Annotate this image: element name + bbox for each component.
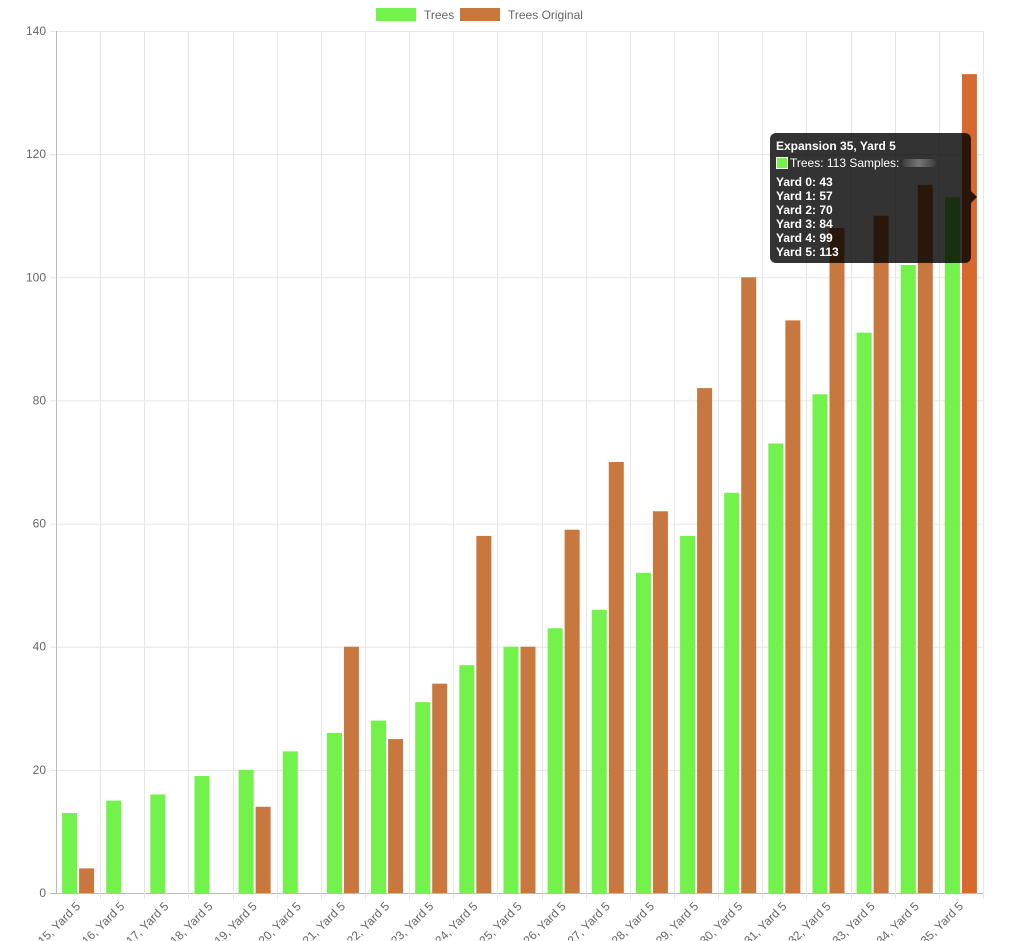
y-tick-label: 20 (33, 763, 47, 777)
x-tick-label: 22, Yard 5 (344, 899, 393, 941)
x-tick-label: 29, Yard 5 (653, 899, 702, 941)
bar-trees-original (564, 529, 580, 893)
bar-trees (768, 443, 784, 893)
legend: Trees Trees Original (376, 8, 583, 22)
x-tick-label: 19, Yard 5 (211, 899, 260, 941)
x-tick-label: 24, Yard 5 (432, 899, 481, 941)
tooltip-line: Yard 0: 43 (776, 175, 833, 189)
x-tick-label: 27, Yard 5 (565, 899, 614, 941)
bar-trees-original (829, 228, 845, 893)
bar-trees (282, 751, 298, 893)
bar-trees (106, 800, 122, 893)
x-tick-label: 33, Yard 5 (829, 899, 878, 941)
x-tick-label: 18, Yard 5 (167, 899, 216, 941)
bar-trees (459, 665, 475, 893)
legend-label: Trees Original (508, 8, 583, 22)
bar-trees (591, 609, 607, 893)
bar-trees-original (79, 868, 95, 893)
bar-trees-original (343, 646, 359, 893)
bar-trees (150, 794, 166, 893)
tooltip-title: Expansion 35, Yard 5 (776, 139, 896, 153)
x-tick-label: 15, Yard 5 (35, 899, 84, 941)
tooltip-series-row: Trees: 113 Samples: (776, 155, 965, 171)
bar-trees (724, 492, 740, 893)
y-tick-label: 100 (26, 270, 46, 284)
bar-trees (547, 628, 563, 893)
y-tick-label: 120 (26, 147, 46, 161)
tooltip-caret (971, 191, 977, 203)
y-tick-label: 60 (33, 517, 47, 531)
bar-trees (62, 812, 78, 893)
bar-trees-original (432, 683, 448, 893)
tooltip-redacted-value (902, 159, 937, 167)
bar-trees (415, 702, 431, 893)
x-tick-label: 26, Yard 5 (520, 899, 569, 941)
bar-trees (635, 572, 651, 893)
bar-trees-original (961, 74, 977, 894)
bar-trees-original (697, 388, 713, 893)
bar-trees-original (255, 806, 271, 893)
y-axis-ticks: 0 20 40 60 80 100 120 140 (26, 24, 46, 900)
bar-trees-original (917, 184, 933, 893)
legend-swatch (376, 8, 416, 21)
x-tick-label: 28, Yard 5 (609, 899, 658, 941)
bar-trees-original (520, 646, 536, 893)
y-tick-label: 40 (33, 640, 47, 654)
bar-trees-original (388, 739, 404, 893)
bar-trees (326, 732, 342, 893)
y-tick-label: 140 (26, 24, 46, 38)
tooltip-line: Yard 1: 57 (776, 189, 833, 203)
bar-trees (944, 197, 960, 893)
x-tick-label: 34, Yard 5 (874, 899, 923, 941)
x-tick-label: 20, Yard 5 (256, 899, 305, 941)
bar-trees (371, 720, 387, 893)
bar-trees (680, 535, 696, 893)
chart-tooltip: Expansion 35, Yard 5 Trees: 113 Samples:… (770, 133, 977, 263)
legend-label: Trees (424, 8, 454, 22)
tooltip-line: Yard 2: 70 (776, 203, 833, 217)
x-tick-label: 16, Yard 5 (79, 899, 128, 941)
bar-trees-original (873, 215, 889, 893)
x-axis-ticks: 15, Yard 516, Yard 517, Yard 518, Yard 5… (35, 899, 966, 941)
bar-trees-original (476, 535, 492, 893)
bar-trees (194, 776, 210, 893)
y-tick-label: 80 (33, 393, 47, 407)
bar-trees-original (608, 462, 624, 893)
x-tick-label: 17, Yard 5 (123, 899, 172, 941)
bar-trees (856, 332, 872, 893)
bar-trees-original (652, 511, 668, 893)
legend-swatch (460, 8, 500, 21)
x-tick-label: 21, Yard 5 (300, 899, 349, 941)
bar-trees-original (785, 320, 801, 893)
x-tick-label: 30, Yard 5 (697, 899, 746, 941)
tooltip-line: Yard 3: 84 (776, 217, 833, 231)
bar-trees (503, 646, 519, 893)
x-tick-label: 23, Yard 5 (388, 899, 437, 941)
x-tick-label: 31, Yard 5 (741, 899, 790, 941)
y-tick-label: 0 (39, 886, 46, 900)
x-tick-label: 25, Yard 5 (476, 899, 525, 941)
bar-trees (900, 264, 916, 893)
x-tick-label: 32, Yard 5 (785, 899, 834, 941)
tooltip-footer: Yard 0: 43 Yard 1: 57 Yard 2: 70 Yard 3:… (776, 175, 965, 259)
x-tick-label: 35, Yard 5 (918, 899, 967, 941)
bar-trees (812, 394, 828, 893)
tooltip-series-label: Trees: 113 Samples: (790, 156, 900, 170)
tooltip-series-swatch (776, 157, 788, 169)
bar-trees (238, 769, 254, 893)
bar-trees-original (741, 277, 757, 893)
tooltip-line: Yard 5: 113 (776, 245, 839, 259)
bars (62, 74, 977, 894)
tooltip-line: Yard 4: 99 (776, 231, 833, 245)
